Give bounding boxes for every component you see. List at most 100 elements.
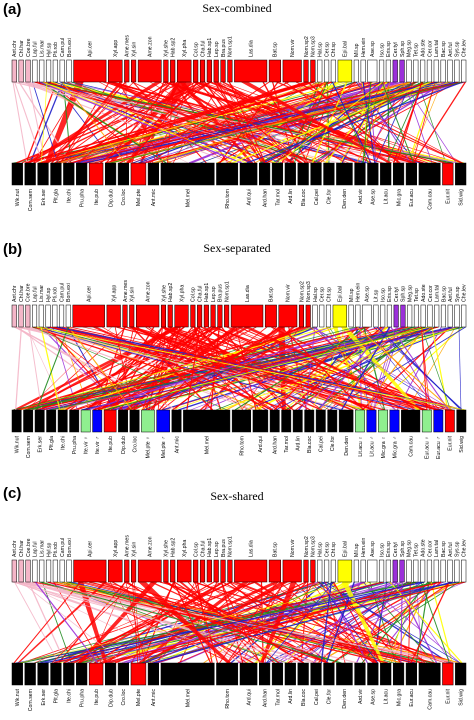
pollinator-label: Bra.pus [218, 284, 224, 302]
pollinator-label: Ame.zon [148, 36, 154, 57]
interaction-link [430, 581, 453, 664]
plant-box-mel-mel [160, 162, 215, 186]
interaction-link [356, 81, 391, 164]
interaction-link [214, 326, 406, 411]
plant-label: Cro.loc [121, 189, 127, 206]
pollinator-box-tet-sp [413, 304, 419, 328]
interaction-link [62, 81, 127, 164]
pollinator-boxes [11, 304, 467, 328]
plant-box-den-den [336, 662, 353, 686]
interaction-link [362, 81, 372, 164]
interaction-link [159, 581, 454, 664]
pollinator-box-che-lev [461, 59, 467, 83]
plant-label: Dip.dub [121, 436, 127, 454]
pollinator-box-sph-sp [400, 304, 406, 328]
pollinator-box-api-cer [72, 304, 105, 328]
pollinator-box-ant-ful [447, 59, 453, 83]
interaction-link [95, 81, 381, 164]
pollinator-label: Lit.sp [374, 289, 380, 302]
interaction-link [15, 326, 22, 411]
pollinator-box-hab-sp1 [206, 59, 212, 83]
pollinator-label: Sys.sp [455, 41, 461, 57]
plant-label: Lit.acu [383, 189, 389, 204]
plant-box-tar-mol [281, 409, 292, 433]
interaction-links [12, 326, 466, 411]
pollinator-box-epi-bal [337, 559, 353, 583]
interaction-link [161, 326, 311, 411]
pollinator-box-nom-sp2 [303, 559, 309, 583]
pollinator-box-meg-sp [407, 304, 413, 328]
pollinator-box-ant-ful [447, 304, 453, 328]
panel-sex-combined: (a) Sex-combined Ant.chr Chl.har Coe.bre La… [3, 1, 467, 211]
plant-box-sid-wig [455, 162, 467, 186]
pollinator-box-chl-har [18, 59, 24, 83]
interaction-link [127, 326, 439, 411]
pollinator-box-las-dia [234, 59, 268, 83]
pollinator-label: Bra.pus [221, 39, 227, 57]
pollinator-label: Cam.pul [59, 283, 65, 302]
plant-box-ite-vir [92, 409, 103, 433]
pollinator-box-pti-rob [52, 304, 58, 328]
pollinator-label: Api.cer [87, 286, 93, 302]
pollinator-label: Ase.sp [365, 286, 371, 302]
interaction-links [12, 581, 466, 664]
plant-box-plt-gla [46, 409, 57, 433]
interaction-link [280, 326, 365, 411]
pollinator-label: Ame.mes [123, 280, 129, 302]
pollinator-box-coe-bre [25, 304, 31, 328]
pollinator-box-epi-bal [332, 304, 347, 328]
plant-label: Lit.acu ♂ [369, 436, 375, 457]
plant-label: Den.den [344, 436, 350, 456]
plant-label: Eur.acu [409, 189, 415, 207]
pollinator-label: Iso.sp [379, 43, 385, 57]
pollinator-box-nom-vir [282, 559, 302, 583]
plant-label: Lit.acu [383, 689, 389, 704]
pollinator-box-cer-sp [323, 59, 330, 83]
pollinator-label: Cer.tyl [393, 42, 399, 57]
plant-label: Cle.for [330, 436, 336, 452]
pollinator-label: Nom.sp1 [228, 536, 234, 557]
plant-box-cro-loc [117, 662, 130, 686]
interaction-link [227, 581, 307, 664]
pollinator-box-cam-pul [59, 559, 65, 583]
plant-label: Bla.coc [301, 189, 307, 206]
interaction-link [332, 581, 382, 664]
pollinator-label: Bac.sp [441, 541, 447, 557]
interaction-link [329, 326, 411, 411]
pollinator-box-iso-sp [378, 559, 385, 583]
pollinator-box-las-dia [230, 304, 264, 328]
pollinator-box-hem-ein [360, 559, 366, 583]
interaction-link [125, 581, 146, 664]
plant-label: Eur.acu ♀ [425, 436, 431, 459]
pollinator-box-bom-exi [66, 59, 72, 83]
plant-boxes [11, 409, 467, 433]
plant-box-lit-acu [355, 409, 365, 433]
interaction-link [297, 326, 406, 411]
interaction-link [99, 81, 211, 164]
pollinator-box-cht-sp [330, 559, 336, 583]
pollinator-label: Lis.mar [40, 40, 46, 57]
pollinator-label: Chl.har [19, 285, 25, 302]
pollinator-label: Nom.vir [286, 284, 292, 302]
interaction-link [285, 81, 418, 164]
pollinator-label: Xyl.sin [131, 42, 137, 57]
pollinator-label: Xyl.pha [182, 540, 188, 557]
plant-box-tar-mol [271, 162, 284, 186]
plant-box-lit-acu [380, 162, 392, 186]
pollinator-box-col-sp [193, 559, 199, 583]
interaction-link [42, 326, 150, 411]
interaction-link [153, 81, 410, 164]
pollinator-label: Hem.ein [361, 538, 367, 557]
pollinator-label: Sph.sp [400, 41, 406, 57]
interaction-link [410, 581, 450, 664]
interaction-link [246, 81, 463, 164]
pollinator-box-cht-sp [325, 304, 332, 328]
plant-label: Cro.loc [121, 689, 127, 706]
pollinator-label: Ant.ful [448, 542, 454, 557]
interaction-link [26, 581, 302, 664]
interaction-link [131, 326, 214, 411]
panel-title: Sex-shared [210, 489, 263, 503]
interaction-link [65, 326, 216, 411]
plant-box-pru-pha [69, 409, 80, 433]
pollinator-label: Cha.ful [200, 41, 206, 57]
